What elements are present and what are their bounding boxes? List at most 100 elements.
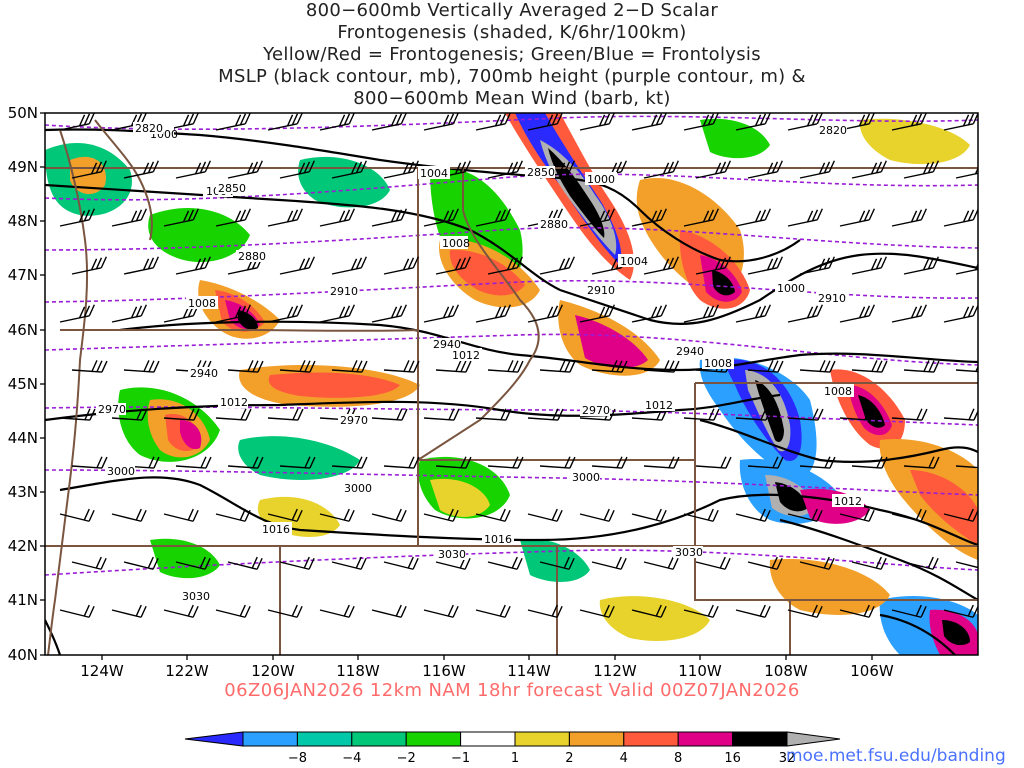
wind-barb-flag bbox=[395, 209, 403, 222]
isobar-label-5: 1016 bbox=[482, 532, 514, 546]
lon-label: 108W bbox=[764, 662, 808, 680]
wind-barb-flag bbox=[412, 256, 419, 269]
svg-text:3030: 3030 bbox=[675, 546, 703, 559]
wind-barb-flag bbox=[880, 160, 887, 173]
wind-barb-flag bbox=[980, 557, 985, 568]
wind-barb-flag bbox=[563, 556, 570, 569]
credit-link[interactable]: moe.met.fsu.edu/banding bbox=[786, 746, 1006, 766]
wind-barb-flag bbox=[78, 306, 86, 319]
wind-barb-flag bbox=[564, 360, 571, 373]
wind-barb bbox=[111, 219, 142, 227]
colorbar-swatch bbox=[732, 731, 788, 747]
wind-barb-flag bbox=[199, 257, 207, 270]
title-line-2: Frontogenesis (shaded, K/6hr/100km) bbox=[337, 22, 687, 43]
wind-barb-flag bbox=[708, 408, 715, 421]
wind-barb bbox=[903, 171, 934, 179]
colorbar-swatch bbox=[514, 731, 570, 747]
svg-text:3030: 3030 bbox=[182, 590, 210, 603]
wind-barb-flag bbox=[759, 604, 766, 617]
lon-label: 120W bbox=[251, 662, 295, 680]
wind-barb-flag bbox=[603, 508, 610, 521]
wind-barb-flag bbox=[754, 114, 762, 127]
wind-barb-flag bbox=[453, 408, 460, 421]
wind-barb-flag bbox=[517, 456, 524, 469]
wind-barb-flag bbox=[308, 160, 315, 173]
wind-barb-flag bbox=[95, 161, 103, 174]
wind-barb-flag bbox=[828, 160, 835, 173]
wind-barb-flag bbox=[130, 306, 138, 319]
wind-barb-flag bbox=[910, 114, 918, 127]
wind-barb-flag bbox=[251, 161, 259, 174]
wind-barb-flag bbox=[452, 304, 459, 317]
wind-barb-flag bbox=[506, 162, 514, 175]
wind-barb-flag bbox=[298, 258, 306, 271]
wind-barb-flag bbox=[702, 114, 710, 127]
colorbar-label: −2 bbox=[397, 751, 416, 766]
wind-barb bbox=[423, 219, 454, 227]
wind-barb-flag bbox=[286, 210, 294, 223]
wind-barb-flag bbox=[361, 456, 368, 469]
wind-barb-flag bbox=[91, 360, 98, 372]
wind-barb-flag bbox=[967, 113, 975, 126]
chart-title: 800−600mb Vertically Averaged 2−D Scalar… bbox=[0, 0, 1024, 110]
wind-barb-flag bbox=[494, 114, 502, 127]
wind-barb bbox=[955, 268, 978, 275]
wind-barb bbox=[631, 219, 662, 227]
colorbar: −8 −4 −2 −1 1 2 4 8 16 32 bbox=[184, 731, 841, 766]
wind-barb-flag bbox=[611, 360, 618, 372]
svg-text:1016: 1016 bbox=[262, 523, 290, 536]
wind-barb-flag bbox=[500, 408, 507, 421]
wind-barb-flag bbox=[187, 113, 195, 126]
lat-label: 42N bbox=[8, 537, 38, 555]
isobar-label-10: 1004 bbox=[618, 254, 650, 268]
wind-barb-flag bbox=[291, 604, 298, 617]
wind-barb-flag bbox=[504, 304, 511, 317]
colorbar-label: 8 bbox=[674, 751, 682, 766]
wind-barb-flag bbox=[673, 360, 680, 373]
wind-barb-flag bbox=[355, 556, 362, 569]
wind-barb-flag bbox=[672, 160, 679, 173]
wind-barb-flag bbox=[568, 160, 575, 173]
wind-barb-flag bbox=[204, 557, 211, 570]
wind-barb-flag bbox=[776, 557, 783, 570]
wind-barb-flag bbox=[452, 509, 459, 522]
wind-barb-flag bbox=[194, 258, 202, 271]
wind-barb-flag bbox=[875, 161, 883, 174]
wind-barb-flag bbox=[927, 556, 934, 569]
longitude-axis: 124W 122W 120W 118W 116W 114W 112W 110W … bbox=[80, 655, 894, 680]
wind-barb-flag bbox=[764, 113, 771, 125]
wind-barb-flag bbox=[616, 360, 623, 373]
wind-barb-flag bbox=[412, 557, 419, 570]
wind-barb bbox=[215, 609, 246, 618]
wind-barb-flag bbox=[192, 605, 199, 618]
svg-text:1004: 1004 bbox=[620, 255, 648, 268]
wind-barb-flag bbox=[551, 508, 558, 521]
wind-barb-flag bbox=[610, 258, 618, 271]
wind-barb-flag bbox=[819, 360, 826, 372]
wind-barb-flag bbox=[863, 113, 871, 126]
wind-barb-flag bbox=[187, 508, 194, 521]
wind-barb-flag bbox=[616, 456, 623, 469]
colorbar-swatch bbox=[296, 731, 353, 747]
wind-barb-flag bbox=[402, 162, 410, 175]
wind-barb-flag bbox=[460, 456, 467, 469]
wind-barb-flag bbox=[135, 305, 143, 318]
wind-barb-flag bbox=[96, 456, 103, 469]
wind-barb-flag bbox=[707, 305, 715, 318]
wind-barb-flag bbox=[499, 508, 506, 521]
isobar-label-16: 1000 bbox=[775, 281, 807, 295]
wind-barb-flag bbox=[442, 210, 450, 223]
wind-barb-flag bbox=[140, 113, 147, 125]
wind-barb-flag bbox=[403, 360, 410, 372]
wind-barb-flag bbox=[257, 456, 264, 469]
wind-barb-flag bbox=[182, 114, 190, 127]
lat-label: 47N bbox=[8, 266, 38, 284]
wind-barb-flag bbox=[712, 304, 719, 317]
wind-barb-flag bbox=[915, 113, 923, 126]
wind-barb bbox=[319, 123, 350, 131]
svg-text:1008: 1008 bbox=[442, 237, 470, 250]
wind-barb-flag bbox=[88, 509, 95, 522]
wind-barb-flag bbox=[818, 162, 826, 175]
wind-barb-flag bbox=[668, 456, 675, 469]
wind-barb-flag bbox=[603, 604, 610, 617]
